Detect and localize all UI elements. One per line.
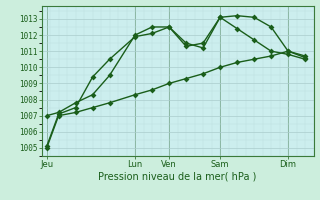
X-axis label: Pression niveau de la mer( hPa ): Pression niveau de la mer( hPa ) [99, 172, 257, 182]
